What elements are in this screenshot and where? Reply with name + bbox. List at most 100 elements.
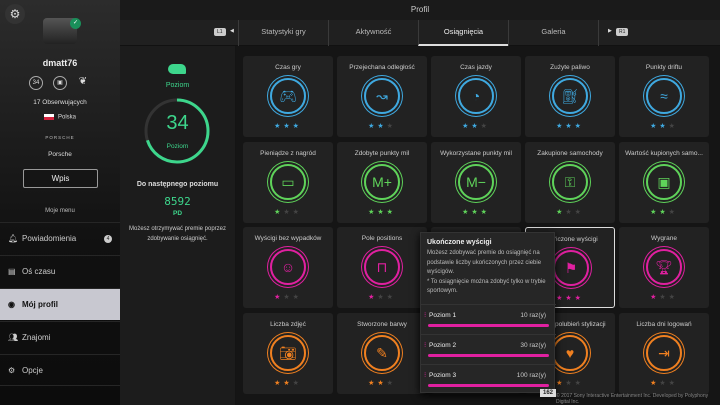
star-icon: ★	[386, 208, 396, 216]
achievement-card[interactable]: Liczba zdjęć 📷︎ ★★★	[243, 312, 333, 394]
star-icon: ★	[377, 208, 387, 216]
achievement-title: Ukończone wyścigi	[542, 236, 598, 243]
achievement-stars: ★★★	[525, 208, 615, 216]
l1-button[interactable]: L1	[214, 28, 226, 36]
star-icon: ★	[650, 123, 660, 130]
achievement-card[interactable]: Zdobyte punkty mil M+ ★★★	[337, 141, 427, 223]
achievement-card[interactable]: Wykorzystane punkty mil M− ★★★	[431, 141, 521, 223]
car-key-icon: ⚿	[552, 163, 588, 200]
level-ring	[144, 98, 210, 164]
level-hint: Możesz otrzymywać premie poprzez zdobywa…	[128, 226, 227, 242]
star-icon: ★	[471, 208, 481, 216]
star-icon: ★	[386, 294, 396, 301]
points-unit: PD	[172, 210, 183, 217]
level-value: 34	[166, 112, 189, 134]
copyright-footer: © 2017 Sony Interactive Entertainment In…	[556, 393, 709, 405]
menu-item-notifications[interactable]: 🔔︎ Powiadomienia 4	[0, 222, 120, 254]
route-icon: ↝	[364, 78, 400, 114]
achievement-card[interactable]: Zużyte paliwo ⛽︎ ★★★	[525, 56, 615, 137]
menu-label: Oś czasu	[22, 267, 56, 276]
menu-item-friends[interactable]: 👥︎ Znajomi	[0, 321, 120, 353]
tab-game-stats[interactable]: Statystyki gry	[238, 20, 328, 46]
star-icon: ★	[274, 123, 284, 130]
star-icon: ★	[659, 208, 669, 216]
profile-icon: ◉	[8, 300, 15, 309]
star-icon: ★	[462, 123, 472, 130]
followers[interactable]: 17 Obserwujących	[33, 99, 87, 106]
achievement-stars: ★★★	[337, 208, 427, 216]
star-icon: ★	[565, 295, 575, 302]
achievement-title: Przejechana odległość	[349, 64, 415, 71]
star-icon: ★	[377, 123, 387, 130]
login-icon: ⇥	[646, 334, 682, 371]
star-icon: ★	[462, 208, 472, 216]
liked-car-icon: ♥	[552, 334, 588, 371]
star-icon: ★	[574, 208, 584, 216]
achievement-card[interactable]: Wartość kupionych samo... ▣ ★★★	[619, 141, 709, 223]
star-icon: ★	[565, 123, 575, 130]
star-icon: ★	[386, 379, 396, 387]
arrow-right-icon: ▶	[608, 28, 612, 34]
star-icon: ★	[565, 208, 575, 216]
menu-label: Powiadomienia	[22, 234, 77, 243]
star-icon: ★	[650, 294, 660, 301]
tab-activity[interactable]: Aktywność	[328, 20, 418, 46]
license-icon: ▣	[53, 76, 67, 90]
car-money-icon: ▣	[646, 163, 682, 200]
r1-button[interactable]: R1	[616, 28, 629, 36]
menu-item-timeline[interactable]: ▤ Oś czasu	[0, 255, 120, 287]
achievement-card[interactable]: Pole positions ⊓ ★★★	[337, 227, 427, 308]
achievement-card[interactable]: Wygrane 🏆︎ ★★★	[619, 227, 709, 308]
tab-gallery[interactable]: Galeria	[508, 20, 598, 46]
achievement-card[interactable]: Zakupione samochody ⚿ ★★★	[525, 141, 615, 223]
level-progress-bar	[428, 384, 549, 387]
tab-achievements[interactable]: Osiągnięcia	[418, 20, 508, 46]
menu-item-options[interactable]: ⚙ Opcje	[0, 354, 120, 386]
level-progress-bar	[428, 324, 549, 327]
level-label: Poziom 3	[429, 372, 457, 379]
menu-item-my-profile[interactable]: ◉ Mój profil	[0, 288, 120, 320]
achievements-grid: Czas gry 🎮︎ ★★★ Przejechana odległość ↝ ★★★ Cz…	[236, 46, 720, 405]
achievement-tooltip: Ukończone wyścigi Możesz zdobywać premie…	[420, 232, 556, 393]
star-icon: ★	[668, 123, 678, 130]
star-icon: ★	[274, 379, 284, 387]
star-icon: ★	[556, 379, 566, 387]
star-icon: ★	[368, 208, 378, 216]
achievement-title: Wykorzystane punkty mil	[440, 149, 512, 157]
achievement-stars: ★★★	[431, 208, 521, 216]
medal-icon: ⁝	[424, 372, 427, 379]
achievement-title: Wyścigi bez wypadków	[254, 235, 322, 242]
finish-flag-icon: ⚑	[553, 250, 589, 286]
achievement-title: Liczba zdjęć	[270, 320, 306, 328]
star-icon: ★	[650, 379, 660, 387]
achievement-card[interactable]: Czas jazdy ◔ ★★★	[431, 56, 521, 137]
achievement-stars: ★★★	[337, 122, 427, 130]
gear-icon: ⚙	[8, 366, 16, 375]
achievement-card[interactable]: Przejechana odległość ↝ ★★★	[337, 56, 427, 137]
level-badge: 34	[29, 76, 43, 90]
friends-icon: 👥︎	[8, 333, 19, 342]
star-icon: ★	[292, 123, 302, 130]
level-panel: Poziom 34 Poziom Do następnego poziomu 8…	[120, 46, 235, 405]
tooltip-level-2: ⁝ Poziom 2 30 raz(y)	[421, 334, 556, 364]
level-requirement: 30 raz(y)	[520, 342, 546, 349]
achievement-card[interactable]: Czas gry 🎮︎ ★★★	[243, 56, 333, 137]
achievement-card[interactable]: Pieniądze z nagród ▭ ★★★	[243, 141, 333, 223]
achievement-title: Wygrane	[651, 235, 677, 242]
achievement-stars: ★★★	[337, 379, 427, 387]
achievement-title: Wartość kupionych samo...	[625, 149, 703, 157]
star-icon: ★	[283, 123, 293, 130]
next-level-label: Do następnego poziomu	[136, 181, 219, 188]
achievement-card[interactable]: Stworzone barwy ✎ ★★★	[337, 312, 427, 394]
star-icon: ★	[556, 123, 566, 130]
star-icon: ★	[480, 208, 490, 216]
achievement-card[interactable]: Liczba dni logowań ⇥ ★★★	[619, 312, 709, 394]
post-button[interactable]: Wpis	[23, 169, 98, 188]
level-label: Poziom	[165, 82, 190, 89]
achievement-card[interactable]: Punkty driftu ≈ ★★★	[619, 56, 709, 137]
star-icon: ★	[556, 295, 566, 302]
achievement-stars: ★★★	[526, 294, 614, 302]
achievement-card[interactable]: Wyścigi bez wypadków ☺ ★★★	[243, 227, 333, 308]
settings-gear-icon[interactable]: ⚙	[5, 4, 25, 24]
menu-label: Mój profil	[22, 300, 58, 309]
